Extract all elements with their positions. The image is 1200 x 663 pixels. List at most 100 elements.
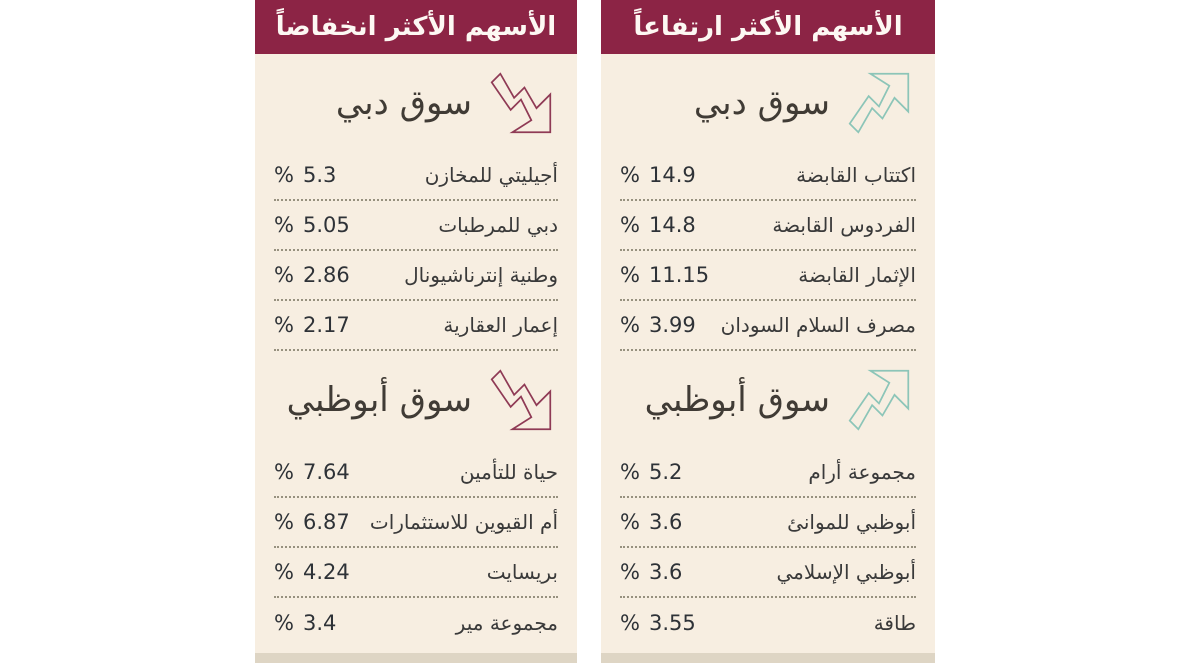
stock-change-value: 3.6 xyxy=(648,560,683,584)
stock-change-value: 14.8 xyxy=(648,213,696,237)
top-gainers-panel: الأسهم الأكثر ارتفاعاً سوق دبي اكتتاب ال… xyxy=(601,0,935,663)
market-title: سوق أبوظبي xyxy=(286,379,473,420)
percent-sign: % xyxy=(620,560,640,584)
stock-name: طاقة xyxy=(873,611,916,635)
top-losers-title: الأسهم الأكثر انخفاضاً xyxy=(275,12,557,42)
stock-change-value: 3.55 xyxy=(648,611,696,635)
top-losers-body: سوق دبي أجيليتي للمخازن % 5.3 دبي للمرطبا… xyxy=(255,54,577,653)
stock-change-value: 3.99 xyxy=(648,313,696,337)
losers-abudhabi-section: سوق أبوظبي حياة للتأمين % 7.64 أم القيوين… xyxy=(274,351,558,648)
stock-name: وطنية إنترناشيونال xyxy=(404,263,558,287)
stock-change-value: 2.17 xyxy=(302,313,350,337)
stock-change-value: 5.05 xyxy=(302,213,350,237)
stock-change-percent: % 14.9 xyxy=(620,163,696,187)
percent-sign: % xyxy=(620,313,640,337)
stock-row: طاقة % 3.55 xyxy=(620,598,916,648)
stock-row: اكتتاب القابضة % 14.9 xyxy=(620,151,916,201)
stock-row: بريسايت % 4.24 xyxy=(274,548,558,598)
stock-change-percent: % 6.87 xyxy=(274,510,350,534)
stock-name: أبوظبي الإسلامي xyxy=(776,560,916,584)
stock-change-percent: % 3.55 xyxy=(620,611,696,635)
stock-change-percent: % 11.15 xyxy=(620,263,709,287)
percent-sign: % xyxy=(274,213,294,237)
stock-row: حياة للتأمين % 7.64 xyxy=(274,448,558,498)
percent-sign: % xyxy=(274,163,294,187)
panel-footer-strip xyxy=(255,653,577,663)
stock-change-value: 5.3 xyxy=(302,163,337,187)
market-title: سوق أبوظبي xyxy=(644,379,831,420)
stock-change-value: 2.86 xyxy=(302,263,350,287)
stock-row: أبوظبي الإسلامي % 3.6 xyxy=(620,548,916,598)
stock-row: مجموعة أرام % 5.2 xyxy=(620,448,916,498)
stock-change-value: 14.9 xyxy=(648,163,696,187)
market-header: سوق دبي xyxy=(620,54,916,151)
trend-down-icon xyxy=(490,71,552,134)
stock-change-percent: % 3.6 xyxy=(620,560,682,584)
stock-name: الإثمار القابضة xyxy=(798,263,916,287)
percent-sign: % xyxy=(274,263,294,287)
market-header: سوق أبوظبي xyxy=(274,351,558,448)
stock-name: اكتتاب القابضة xyxy=(796,163,916,187)
stock-change-value: 6.87 xyxy=(302,510,350,534)
percent-sign: % xyxy=(274,611,294,635)
top-gainers-header: الأسهم الأكثر ارتفاعاً xyxy=(601,0,935,54)
stock-name: بريسايت xyxy=(486,560,558,584)
percent-sign: % xyxy=(274,460,294,484)
stock-row: إعمار العقارية % 2.17 xyxy=(274,301,558,351)
percent-sign: % xyxy=(274,510,294,534)
stock-name: حياة للتأمين xyxy=(459,460,558,484)
gainers-abudhabi-section: سوق أبوظبي مجموعة أرام % 5.2 أبوظبي للموا… xyxy=(620,351,916,648)
stock-row: أبوظبي للموانئ % 3.6 xyxy=(620,498,916,548)
gainers-dubai-section: سوق دبي اكتتاب القابضة % 14.9 الفردوس الق… xyxy=(620,54,916,351)
percent-sign: % xyxy=(620,460,640,484)
stock-name: أبوظبي للموانئ xyxy=(787,510,916,534)
stock-name: أم القيوين للاستثمارات xyxy=(369,510,558,534)
market-title: سوق دبي xyxy=(335,82,473,123)
stock-name: مصرف السلام السودان xyxy=(720,313,916,337)
percent-sign: % xyxy=(274,560,294,584)
stock-row: الإثمار القابضة % 11.15 xyxy=(620,251,916,301)
percent-sign: % xyxy=(620,163,640,187)
stock-name: دبي للمرطبات xyxy=(438,213,558,237)
trend-up-icon xyxy=(848,72,910,134)
percent-sign: % xyxy=(620,213,640,237)
stock-change-value: 3.6 xyxy=(648,510,683,534)
market-header: سوق أبوظبي xyxy=(620,351,916,448)
top-losers-header: الأسهم الأكثر انخفاضاً xyxy=(255,0,577,54)
stock-change-percent: % 5.05 xyxy=(274,213,350,237)
percent-sign: % xyxy=(620,263,640,287)
stock-change-percent: % 3.4 xyxy=(274,611,336,635)
stock-change-percent: % 2.86 xyxy=(274,263,350,287)
stock-change-value: 7.64 xyxy=(302,460,350,484)
stock-name: الفردوس القابضة xyxy=(772,213,916,237)
top-losers-panel: الأسهم الأكثر انخفاضاً سوق دبي أجيليتي ل… xyxy=(255,0,577,663)
market-header: سوق دبي xyxy=(274,54,558,151)
stock-row: أجيليتي للمخازن % 5.3 xyxy=(274,151,558,201)
stock-change-value: 11.15 xyxy=(648,263,710,287)
stock-change-value: 5.2 xyxy=(648,460,683,484)
market-title: سوق دبي xyxy=(693,82,831,123)
percent-sign: % xyxy=(620,611,640,635)
stock-row: مجموعة مير % 3.4 xyxy=(274,598,558,648)
losers-dubai-section: سوق دبي أجيليتي للمخازن % 5.3 دبي للمرطبا… xyxy=(274,54,558,351)
stock-row: دبي للمرطبات % 5.05 xyxy=(274,201,558,251)
stock-name: مجموعة مير xyxy=(455,611,558,635)
stock-change-percent: % 5.3 xyxy=(274,163,336,187)
top-gainers-title: الأسهم الأكثر ارتفاعاً xyxy=(633,12,903,42)
trend-down-icon xyxy=(490,368,552,431)
panel-footer-strip xyxy=(601,653,935,663)
stock-name: مجموعة أرام xyxy=(808,460,916,484)
stock-change-percent: % 4.24 xyxy=(274,560,350,584)
stock-change-value: 3.4 xyxy=(302,611,337,635)
stock-change-percent: % 3.6 xyxy=(620,510,682,534)
stock-row: وطنية إنترناشيونال % 2.86 xyxy=(274,251,558,301)
percent-sign: % xyxy=(274,313,294,337)
stock-change-value: 4.24 xyxy=(302,560,350,584)
top-gainers-body: سوق دبي اكتتاب القابضة % 14.9 الفردوس الق… xyxy=(601,54,935,653)
stock-change-percent: % 7.64 xyxy=(274,460,350,484)
stock-change-percent: % 3.99 xyxy=(620,313,696,337)
stock-change-percent: % 5.2 xyxy=(620,460,682,484)
trend-up-icon xyxy=(848,369,910,431)
stock-name: أجيليتي للمخازن xyxy=(424,163,558,187)
stock-row: أم القيوين للاستثمارات % 6.87 xyxy=(274,498,558,548)
